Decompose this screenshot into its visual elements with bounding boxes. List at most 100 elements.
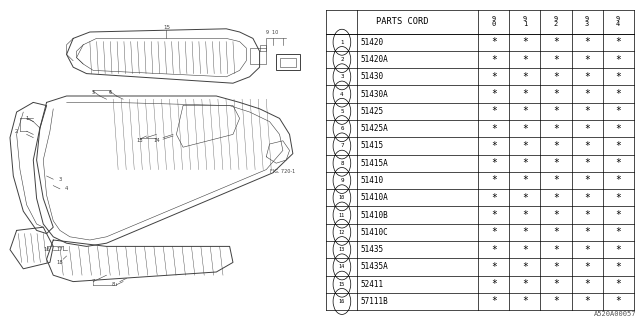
Text: *: * [615,244,621,255]
Text: 15: 15 [339,282,345,287]
Text: *: * [491,262,497,272]
Text: *: * [491,54,497,65]
Text: 16: 16 [339,299,345,304]
Text: *: * [522,89,528,99]
Text: *: * [584,72,590,82]
Text: 57111B: 57111B [361,297,388,306]
Text: 3: 3 [340,74,344,79]
Text: *: * [584,158,590,168]
Text: 10: 10 [339,195,345,200]
Text: FIG. 720-1: FIG. 720-1 [269,169,295,174]
Text: 51430: 51430 [361,72,384,81]
Text: *: * [615,141,621,151]
Text: *: * [553,279,559,289]
Text: *: * [491,296,497,307]
Text: *: * [553,175,559,186]
Text: A520A00057: A520A00057 [595,311,637,317]
Text: *: * [615,124,621,134]
Text: 8: 8 [340,161,344,166]
Text: *: * [584,244,590,255]
Text: *: * [553,296,559,307]
Text: *: * [491,210,497,220]
Text: 9: 9 [340,178,344,183]
Text: 52411: 52411 [361,280,384,289]
Text: *: * [615,175,621,186]
Text: *: * [584,141,590,151]
Text: *: * [491,244,497,255]
Text: *: * [584,124,590,134]
Text: *: * [553,158,559,168]
Text: 5: 5 [340,109,344,114]
Text: 9  10: 9 10 [266,29,278,35]
Text: *: * [615,193,621,203]
Text: *: * [553,106,559,116]
Text: *: * [584,210,590,220]
Text: *: * [491,72,497,82]
Text: *: * [553,54,559,65]
Text: 51435A: 51435A [361,262,388,271]
Text: *: * [522,244,528,255]
Text: *: * [522,124,528,134]
Text: 9
1: 9 1 [523,16,527,27]
Text: 9
0: 9 0 [492,16,496,27]
Text: *: * [615,210,621,220]
Text: *: * [491,227,497,237]
Text: 8: 8 [111,282,115,287]
Text: *: * [584,227,590,237]
Text: *: * [584,296,590,307]
Text: 51420A: 51420A [361,55,388,64]
Bar [250,48,266,64]
Text: *: * [553,227,559,237]
Text: *: * [491,141,497,151]
Text: 11: 11 [339,212,345,218]
Text: *: * [584,193,590,203]
Text: 4: 4 [65,186,68,191]
Text: *: * [553,193,559,203]
Text: 18: 18 [56,260,63,265]
Text: *: * [553,89,559,99]
Text: *: * [615,89,621,99]
Text: 15: 15 [163,25,170,30]
Text: 7: 7 [340,143,344,148]
Text: *: * [584,54,590,65]
Text: 1: 1 [25,116,28,121]
Text: *: * [522,296,528,307]
Text: *: * [584,106,590,116]
Text: 51430A: 51430A [361,90,388,99]
Text: *: * [553,37,559,47]
Text: 51425A: 51425A [361,124,388,133]
Text: *: * [522,279,528,289]
Text: 16: 16 [44,247,50,252]
Text: *: * [615,72,621,82]
Text: 51410C: 51410C [361,228,388,237]
Text: 17: 17 [56,247,63,252]
Bar [280,58,296,67]
Text: *: * [522,210,528,220]
Bar [276,54,300,70]
Text: 13: 13 [339,247,345,252]
Text: *: * [615,106,621,116]
Text: *: * [522,227,528,237]
Text: 51415: 51415 [361,141,384,150]
Text: 51410: 51410 [361,176,384,185]
Text: PARTS CORD: PARTS CORD [376,17,429,26]
Text: 51420: 51420 [361,38,384,47]
Text: *: * [553,244,559,255]
Text: *: * [615,279,621,289]
Text: *: * [522,54,528,65]
Text: 2: 2 [340,57,344,62]
Text: *: * [584,262,590,272]
Text: *: * [491,124,497,134]
Text: *: * [491,279,497,289]
Text: *: * [522,262,528,272]
Text: 1: 1 [340,40,344,45]
Text: *: * [584,279,590,289]
Text: *: * [615,37,621,47]
Text: 6: 6 [340,126,344,131]
Text: 12: 12 [339,230,345,235]
Text: *: * [553,210,559,220]
Text: 9
4: 9 4 [616,16,620,27]
Text: *: * [491,37,497,47]
Text: 9
2: 9 2 [554,16,558,27]
Text: *: * [615,296,621,307]
